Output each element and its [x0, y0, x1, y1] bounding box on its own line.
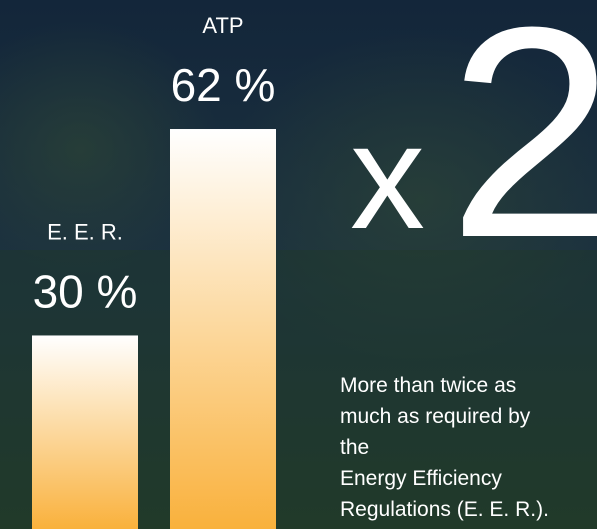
description-line: much as required by	[340, 405, 531, 428]
chart: x 2 More than twice as much as required b…	[0, 0, 597, 529]
bar	[32, 335, 138, 529]
category-label: ATP	[202, 13, 243, 38]
category-label: E. E. R.	[47, 219, 123, 244]
description-line: Regulations (E. E. R.).	[340, 498, 549, 521]
description-line: the	[340, 436, 369, 459]
value-label: 62 %	[171, 59, 276, 111]
description-line: More than twice as	[340, 374, 516, 397]
bar	[170, 129, 276, 529]
multiplier-symbol: x	[350, 92, 425, 260]
value-label: 30 %	[33, 265, 138, 317]
description-line: Energy Efficiency	[340, 467, 502, 490]
multiplier: 2	[448, 0, 597, 300]
